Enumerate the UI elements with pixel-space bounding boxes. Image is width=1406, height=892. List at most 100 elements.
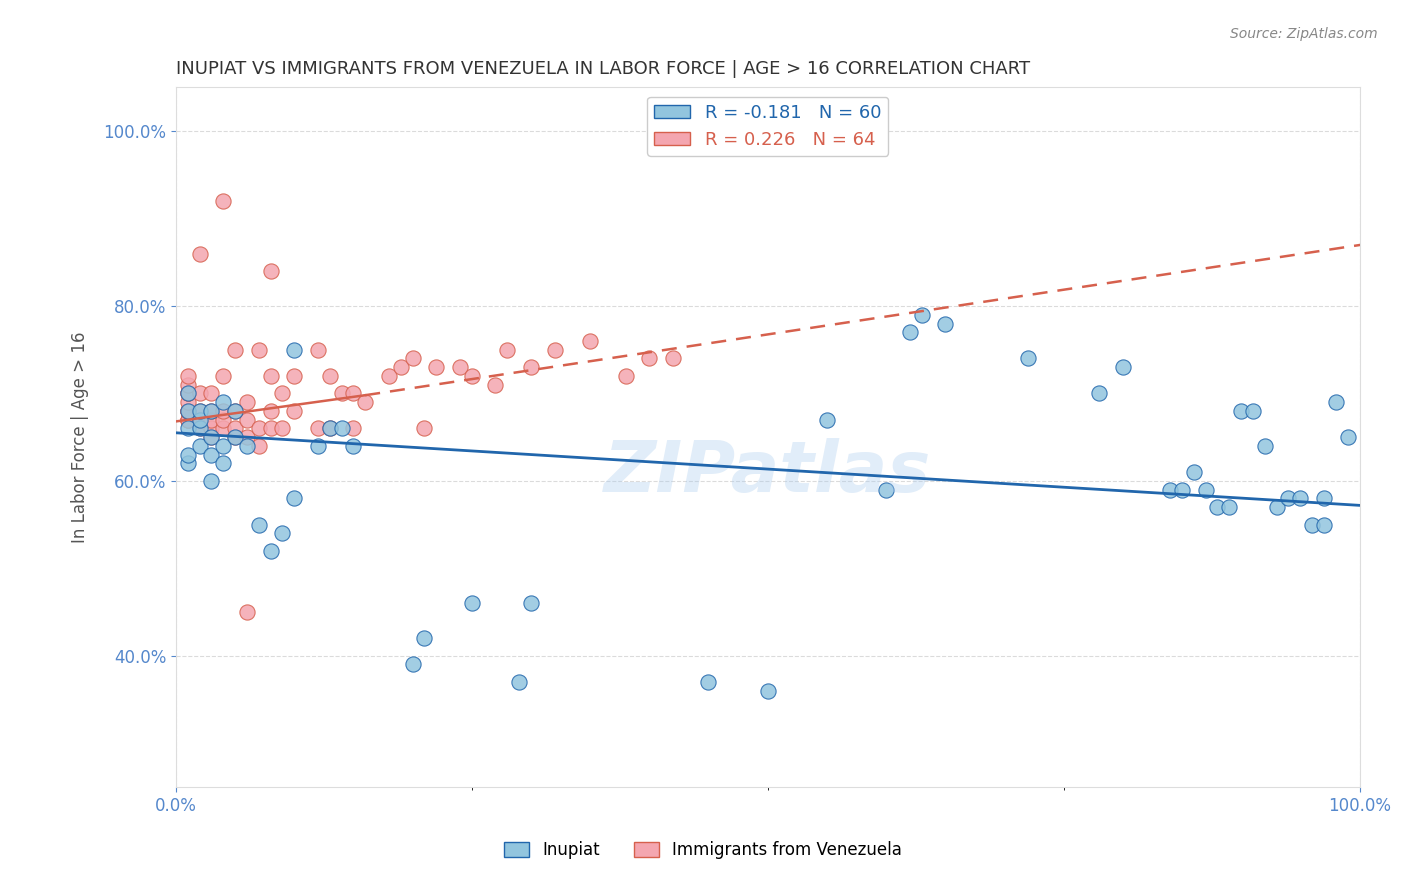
Point (697, 675, 720, 690)
Point (1254, 439, 1277, 453)
Point (188, 404, 211, 418)
Point (520, 596, 543, 610)
Point (1337, 430, 1360, 444)
Point (212, 368, 235, 383)
Text: ZIPatlas: ZIPatlas (605, 438, 931, 507)
Point (1313, 517, 1336, 532)
Point (638, 351, 661, 366)
Point (224, 343, 246, 357)
Point (200, 430, 222, 444)
Point (425, 360, 447, 375)
Point (319, 368, 342, 383)
Point (389, 360, 412, 375)
Point (224, 421, 246, 435)
Point (212, 194, 235, 208)
Point (461, 368, 484, 383)
Point (283, 404, 305, 418)
Point (224, 430, 246, 444)
Point (212, 456, 235, 470)
Point (756, 683, 779, 698)
Point (176, 404, 198, 418)
Point (1182, 465, 1205, 479)
Point (247, 343, 270, 357)
Point (200, 404, 222, 418)
Point (1301, 517, 1323, 532)
Point (176, 404, 198, 418)
Point (1218, 500, 1240, 514)
Point (176, 404, 198, 418)
Point (236, 605, 259, 619)
Point (319, 421, 342, 435)
Point (1088, 386, 1111, 401)
Point (176, 386, 198, 401)
Point (176, 456, 198, 470)
Point (413, 632, 436, 646)
Point (342, 421, 364, 435)
Point (307, 439, 329, 453)
Point (1112, 360, 1135, 375)
Point (413, 421, 436, 435)
Point (1230, 404, 1253, 418)
Point (236, 430, 259, 444)
Point (543, 343, 565, 357)
Point (224, 430, 246, 444)
Point (614, 368, 637, 383)
Point (484, 377, 506, 392)
Point (342, 439, 364, 453)
Point (176, 412, 198, 426)
Point (200, 386, 222, 401)
Point (188, 439, 211, 453)
Point (1206, 500, 1229, 514)
Point (898, 325, 921, 339)
Point (259, 368, 281, 383)
Point (188, 412, 211, 426)
Point (212, 404, 235, 418)
Point (875, 483, 897, 497)
Legend: Inupiat, Immigrants from Venezuela: Inupiat, Immigrants from Venezuela (498, 835, 908, 866)
Point (188, 412, 211, 426)
Point (212, 412, 235, 426)
Point (212, 395, 235, 409)
Point (934, 317, 956, 331)
Point (1171, 483, 1194, 497)
Point (401, 351, 423, 366)
Text: Source: ZipAtlas.com: Source: ZipAtlas.com (1230, 27, 1378, 41)
Point (271, 526, 294, 541)
Point (200, 430, 222, 444)
Point (176, 421, 198, 435)
Point (259, 543, 281, 558)
Point (176, 404, 198, 418)
Point (330, 386, 353, 401)
Point (271, 386, 294, 401)
Point (176, 377, 198, 392)
Point (815, 412, 838, 426)
Y-axis label: In Labor Force | Age > 16: In Labor Force | Age > 16 (72, 332, 89, 543)
Point (1289, 491, 1312, 506)
Point (1265, 500, 1288, 514)
Point (1194, 483, 1216, 497)
Point (176, 412, 198, 426)
Point (1159, 483, 1181, 497)
Point (247, 439, 270, 453)
Point (378, 368, 401, 383)
Point (188, 421, 211, 435)
Point (1241, 404, 1264, 418)
Point (236, 395, 259, 409)
Point (188, 421, 211, 435)
Point (449, 360, 471, 375)
Point (224, 404, 246, 418)
Point (188, 246, 211, 260)
Point (176, 386, 198, 401)
Point (461, 596, 484, 610)
Point (910, 308, 932, 322)
Point (307, 343, 329, 357)
Point (401, 657, 423, 672)
Point (496, 343, 519, 357)
Point (188, 404, 211, 418)
Point (307, 421, 329, 435)
Point (176, 386, 198, 401)
Point (259, 421, 281, 435)
Point (579, 334, 602, 348)
Point (176, 395, 198, 409)
Point (212, 421, 235, 435)
